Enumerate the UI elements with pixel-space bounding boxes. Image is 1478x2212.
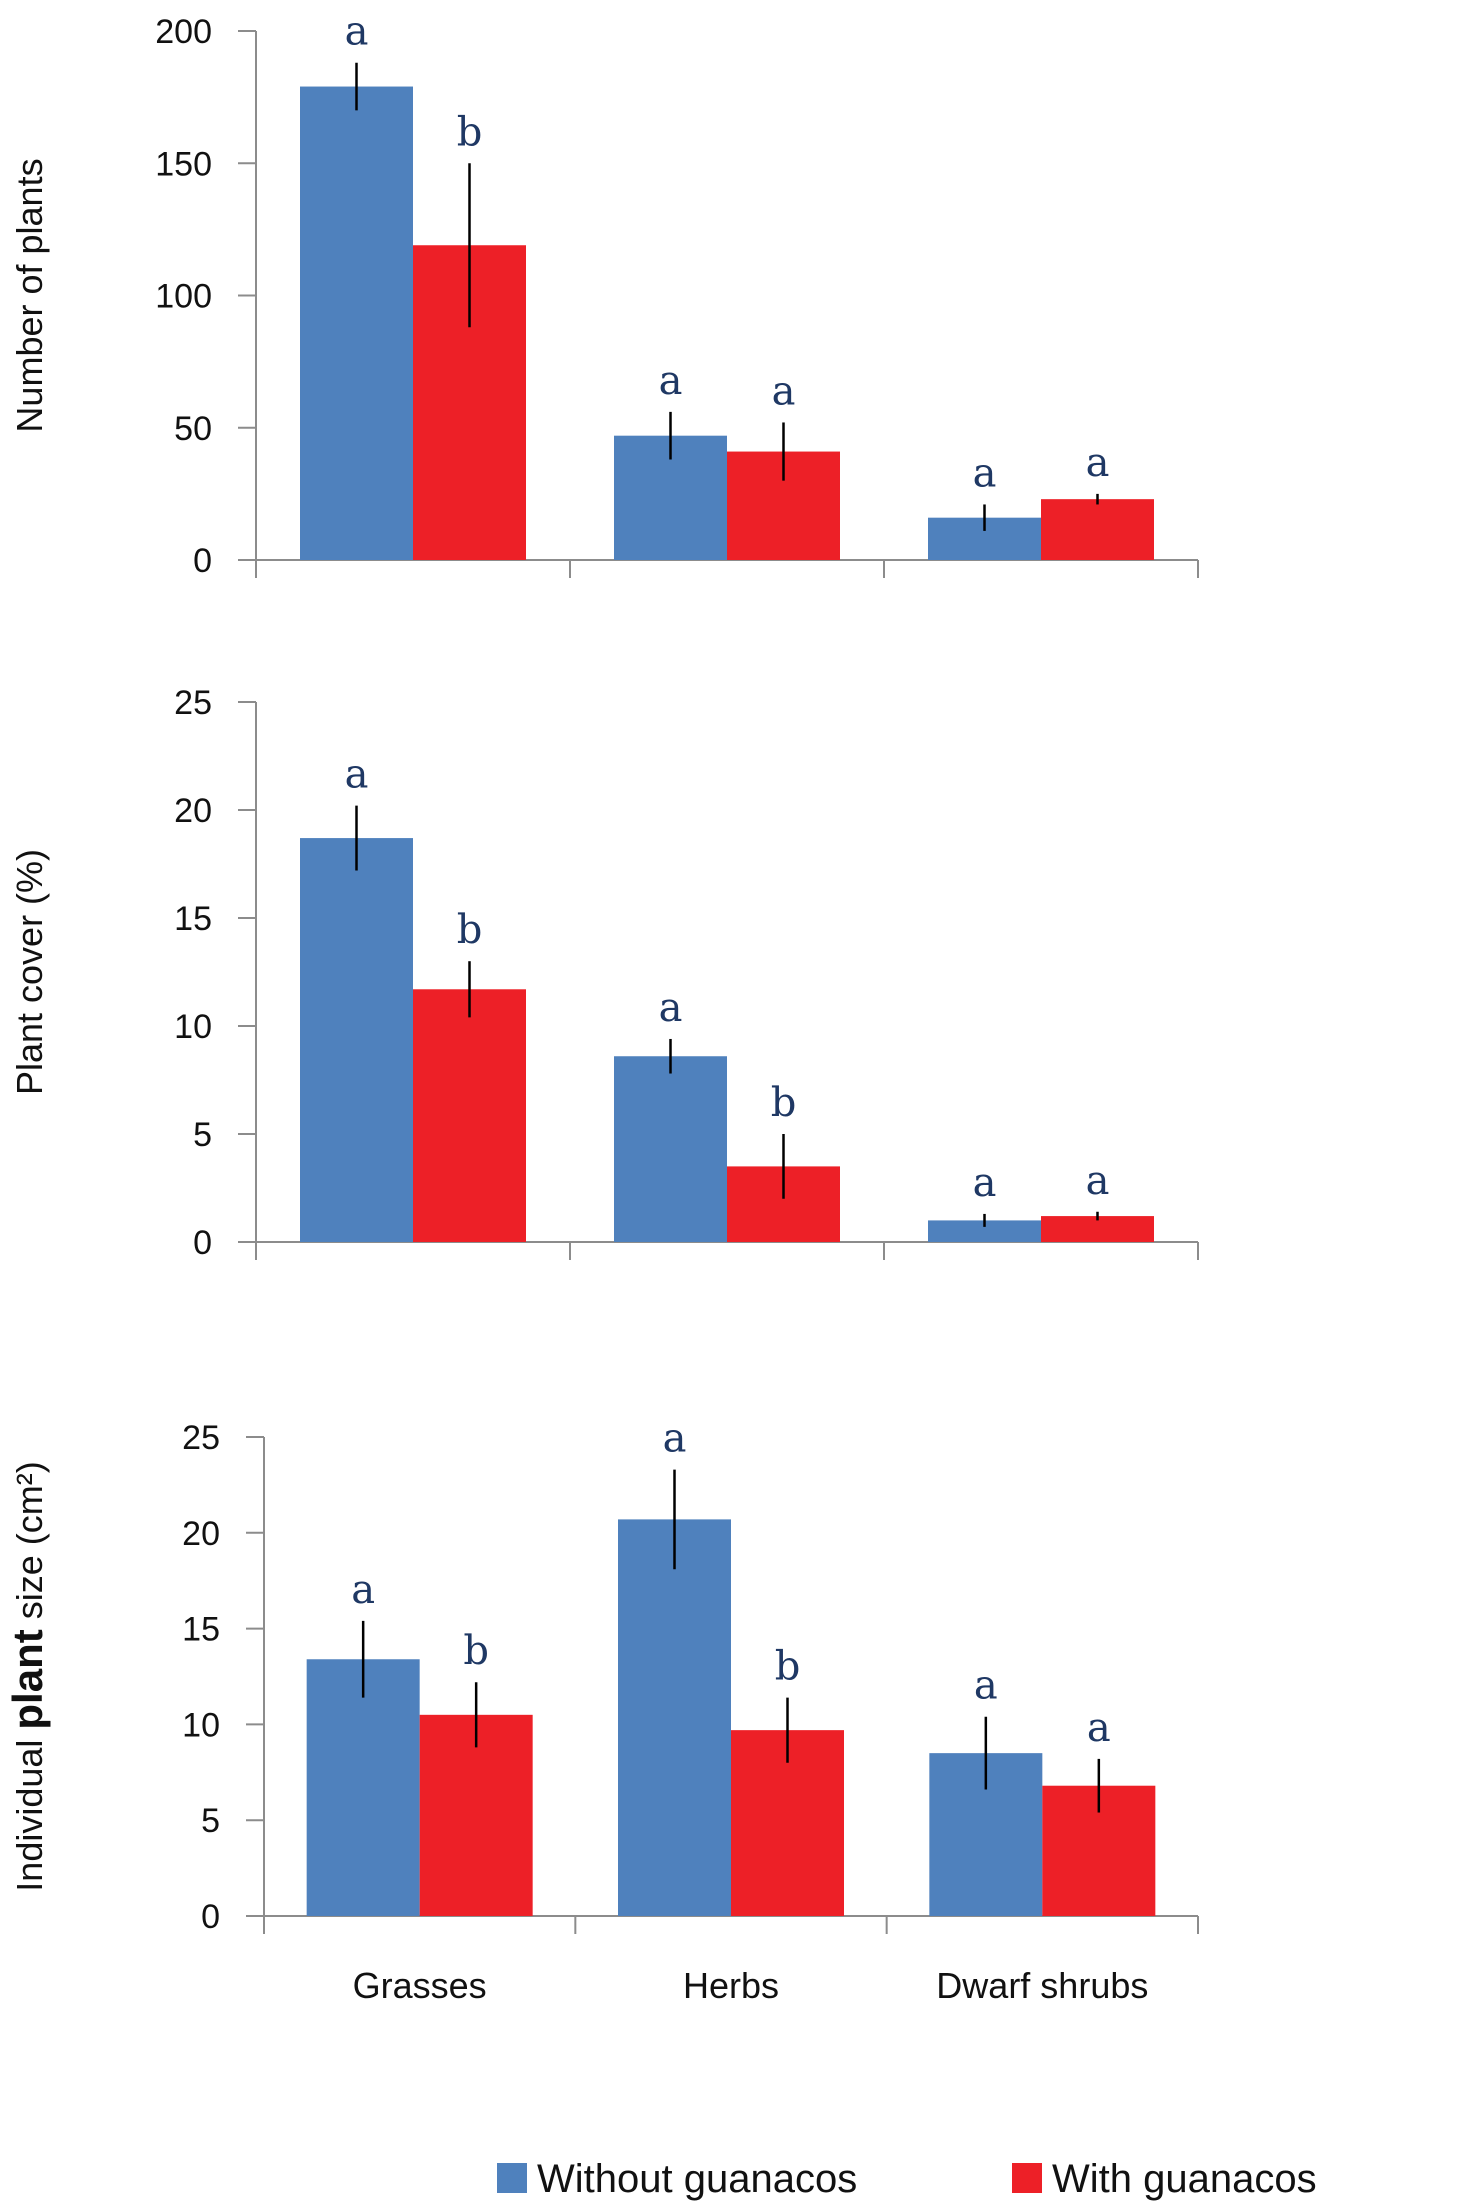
legend-swatch-with-guanacos [1012,2163,1042,2193]
y-tick-label: 25 [174,684,212,722]
significance-letter: a [345,752,369,798]
y-tick-label: 0 [201,1898,220,1936]
significance-letter: a [1086,1158,1110,1204]
y-tick-label: 25 [182,1419,220,1457]
y-tick-label: 10 [174,1008,212,1046]
bar-with-guanacos-grasses [413,989,526,1242]
significance-letter: a [659,985,683,1031]
significance-letter: a [351,1567,375,1613]
legend-label-with-guanacos: With guanacos [1052,2157,1317,2201]
y-tick-label: 200 [155,13,212,51]
significance-letter: a [772,368,796,414]
bar-without-guanacos-grasses [300,838,413,1242]
y-axis-label: Individual plant size (cm²) [4,1461,51,1891]
y-tick-label: 15 [182,1611,220,1649]
significance-letter: a [973,450,997,496]
bar-without-guanacos-herbs [614,1056,727,1242]
x-category-label: Herbs [683,1965,779,2006]
significance-letter: b [771,1080,797,1126]
y-tick-label: 100 [155,278,212,316]
significance-letter: b [775,1644,801,1690]
y-tick-label: 0 [193,542,212,580]
bar-with-guanacos-grasses [419,1714,533,1916]
y-tick-label: 15 [174,900,212,938]
x-category-label: Grasses [353,1965,487,2006]
legend: Without guanacos With guanacos [497,2157,1317,2201]
significance-letter: a [663,1416,687,1462]
bar-with-guanacos-dwarf-shrubs [1041,499,1154,560]
y-axis-label-part: Individual [9,1730,50,1892]
panel-1: 0 50 100 150 200 Number of plants a b a a a a [9,9,1199,580]
y-axis-label: Plant cover (%) [9,849,50,1095]
y-axis-label-part: size (cm²) [9,1461,50,1629]
bar-without-guanacos-grasses [300,86,413,561]
x-category-label: Dwarf shrubs [936,1965,1148,2006]
y-tick-label: 0 [193,1224,212,1262]
y-tick-label: 50 [174,410,212,448]
significance-letter: b [463,1628,489,1674]
significance-letter: b [457,907,483,953]
bar-without-guanacos-grasses [306,1659,420,1916]
significance-letter: a [659,358,683,404]
panel-3: 0 5 10 15 20 25 Individual plant size (cm²) a b G… [4,1416,1199,2006]
y-tick-label: 20 [182,1515,220,1553]
y-axis-label-part: plant [4,1629,51,1729]
y-tick-label: 10 [182,1706,220,1744]
significance-letter: a [345,9,369,55]
panel-2: 0 5 10 15 20 25 Plant cover (%) a b a b a a [9,684,1199,1262]
legend-label-without-guanacos: Without guanacos [537,2157,857,2201]
legend-swatch-without-guanacos [497,2163,527,2193]
y-tick-label: 150 [155,145,212,183]
y-axis-label: Number of plants [9,158,50,432]
significance-letter: a [974,1663,998,1709]
bar-without-guanacos-herbs [618,1519,731,1916]
significance-letter: b [457,109,483,155]
significance-letter: a [1087,1705,1111,1751]
bar-without-guanacos-dwarf-shrubs [928,1220,1041,1242]
significance-letter: a [973,1160,997,1206]
y-tick-label: 20 [174,792,212,830]
y-tick-label: 5 [193,1116,212,1154]
significance-letter: a [1086,440,1110,486]
y-tick-label: 5 [201,1802,220,1840]
